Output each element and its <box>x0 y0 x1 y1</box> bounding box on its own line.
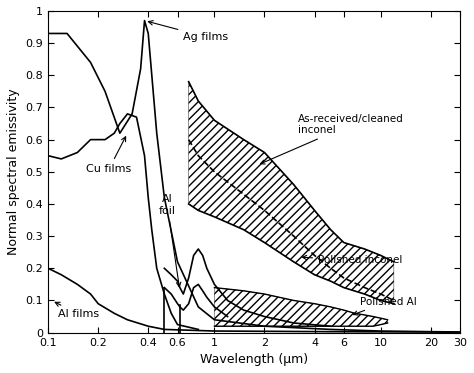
Text: Ag films: Ag films <box>148 21 228 42</box>
Text: Al
foil: Al foil <box>159 194 181 287</box>
Text: Polished inconel: Polished inconel <box>302 256 402 266</box>
Text: Polished Al: Polished Al <box>354 297 417 315</box>
X-axis label: Wavelength (μm): Wavelength (μm) <box>200 353 308 366</box>
Text: As-received/cleaned
inconel: As-received/cleaned inconel <box>261 114 404 164</box>
Text: Al films: Al films <box>55 302 100 319</box>
Y-axis label: Normal spectral emissivity: Normal spectral emissivity <box>7 88 20 255</box>
Text: Cu films: Cu films <box>86 137 132 174</box>
